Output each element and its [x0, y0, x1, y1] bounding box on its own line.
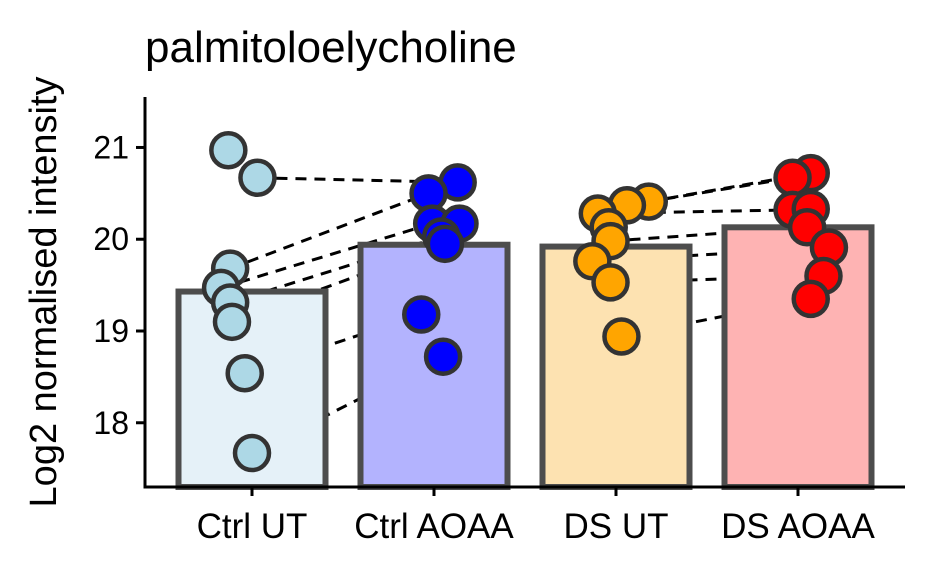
point-0-0 [209, 130, 248, 170]
y-tick-label-20: 20 [93, 221, 129, 257]
y-axis-label: Log2 normalised intensity [23, 77, 65, 508]
bar-3 [721, 224, 875, 490]
x-tick-label-0: Ctrl UT [197, 507, 308, 546]
data-points [201, 130, 849, 473]
axes: 18 19 20 21 Ctrl UT Ctrl AOAA DS UT DS AOAA [93, 97, 905, 546]
pair-line-0-1 [229, 191, 430, 271]
x-tick-label-3: DS AOAA [721, 507, 875, 546]
point-2-6 [591, 263, 630, 302]
point-0-6 [225, 353, 264, 393]
point-1-7 [423, 337, 463, 376]
bars [175, 224, 875, 490]
point-1-6 [402, 295, 441, 334]
point-0-7 [232, 433, 272, 473]
point-1-5 [425, 224, 465, 264]
x-tick-label-1: Ctrl AOAA [354, 507, 514, 546]
point-2-7 [602, 317, 641, 356]
point-3-7 [791, 279, 830, 319]
y-tick-label-18: 18 [93, 405, 129, 441]
y-tick-label-21: 21 [93, 129, 129, 165]
point-0-1 [238, 158, 277, 198]
point-3-1 [773, 158, 812, 198]
y-tick-label-19: 19 [93, 313, 129, 349]
x-tick-label-2: DS UT [564, 507, 669, 546]
chart-title: palmitoloelycholine [145, 23, 517, 72]
pair-line-1-3 [610, 225, 808, 243]
pair-line-0-0 [257, 176, 458, 184]
point-0-5 [212, 302, 252, 342]
pair-line-1-2 [597, 208, 793, 216]
